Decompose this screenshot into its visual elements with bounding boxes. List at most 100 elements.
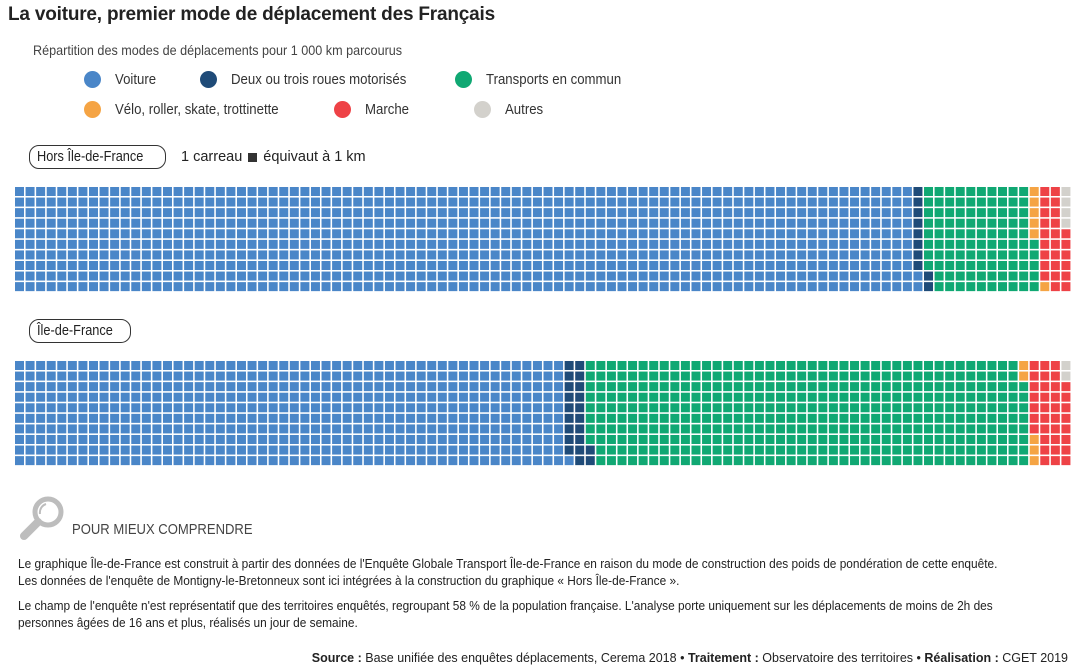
waffle-cell [776,445,786,455]
waffle-cell [57,392,67,402]
waffle-cell [131,218,141,228]
waffle-cell [554,250,564,260]
waffle-cell [363,260,373,270]
waffle-cell [522,271,532,281]
waffle-cell [934,434,944,444]
waffle-cell [141,271,151,281]
waffle-cell [310,424,320,434]
waffle-cell [680,229,690,239]
waffle-cell [860,361,870,370]
waffle-cell [554,434,564,444]
waffle-cell [342,413,352,423]
waffle-cell [384,434,394,444]
waffle-cell [416,403,426,413]
waffle-cell [78,187,88,196]
waffle-cell [606,271,616,281]
waffle-cell [88,371,98,381]
waffle-cell [659,456,669,466]
waffle-cell [871,371,881,381]
waffle-cell [511,424,521,434]
waffle-cell [554,271,564,281]
waffle-cell [744,271,754,281]
waffle-cell [871,382,881,392]
waffle-cell [913,229,923,239]
waffle-cell [998,282,1008,292]
waffle-cell [585,197,595,207]
waffle-cell [649,413,659,423]
waffle-cell [184,456,194,466]
waffle-cell [310,197,320,207]
waffle-cell [839,424,849,434]
waffle-cell [110,282,120,292]
waffle-cell [194,260,204,270]
waffle-cell [332,282,342,292]
waffle-cell [511,434,521,444]
waffle-cell [374,239,384,249]
waffle-cell [945,456,955,466]
waffle-cell [691,413,701,423]
waffle-cell [215,382,225,392]
waffle-cell [152,229,162,239]
waffle-cell [110,403,120,413]
waffle-cell [659,271,669,281]
waffle-cell [628,392,638,402]
waffle-cell [437,392,447,402]
waffle-cell [67,424,77,434]
waffle-cell [57,250,67,260]
waffle-cell [807,382,817,392]
waffle-cell [46,271,56,281]
waffle-cell [342,434,352,444]
waffle-cell [934,282,944,292]
waffle-cell [1040,187,1050,196]
waffle-cell [395,260,405,270]
waffle-cell [543,456,553,466]
waffle-cell [342,218,352,228]
waffle-cell [236,250,246,260]
waffle-cell [490,218,500,228]
waffle-cell [427,445,437,455]
legend-item: Transports en commun [455,71,640,88]
unit-square-icon [248,152,258,162]
waffle-cell [807,361,817,370]
info-paragraph-2: Le champ de l'enquête n'est représentati… [18,597,993,631]
waffle-cell [776,208,786,218]
waffle-cell [67,413,77,423]
waffle-cell [680,239,690,249]
waffle-cell [36,434,46,444]
waffle-cell [532,187,542,196]
waffle-cell [712,250,722,260]
waffle-cell [310,413,320,423]
waffle-cell [258,403,268,413]
waffle-cell [934,456,944,466]
waffle-cell [501,413,511,423]
waffle-cell [786,392,796,402]
waffle-cell [564,187,574,196]
waffle-cell [1061,282,1071,292]
waffle-cell [976,282,986,292]
waffle-cell [860,239,870,249]
waffle-cell [131,413,141,423]
waffle-cell [67,282,77,292]
waffle-cell [860,403,870,413]
waffle-cell [268,250,278,260]
waffle-cell [36,250,46,260]
waffle-cell [1061,424,1071,434]
waffle-cell [437,187,447,196]
waffle-cell [36,424,46,434]
waffle-cell [120,424,130,434]
waffle-cell [828,208,838,218]
waffle-cell [406,271,416,281]
waffle-cell [332,239,342,249]
waffle-cell [828,371,838,381]
waffle-cell [638,456,648,466]
waffle-cell [184,424,194,434]
waffle-cell [36,403,46,413]
waffle-cell [363,229,373,239]
waffle-cell [194,445,204,455]
waffle-cell [395,239,405,249]
waffle-cell [966,424,976,434]
waffle-cell [617,445,627,455]
waffle-cell [776,371,786,381]
waffle-cell [363,208,373,218]
waffle-cell [522,371,532,381]
